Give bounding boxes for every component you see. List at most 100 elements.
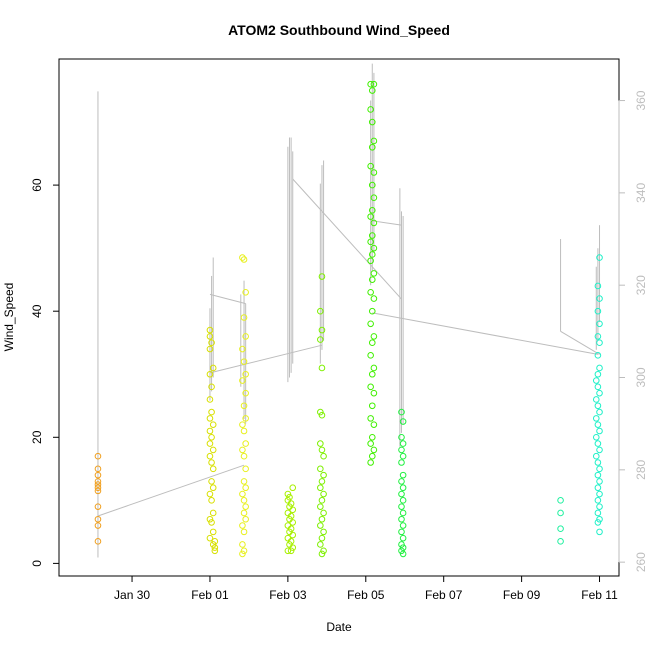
direction-connector-line: [292, 178, 402, 300]
data-point: [208, 519, 215, 526]
data-point: [368, 118, 376, 126]
data-point: [594, 484, 602, 492]
y-tick-label: 40: [30, 304, 44, 318]
data-point: [318, 364, 326, 372]
data-point: [596, 478, 603, 485]
data-point: [209, 509, 217, 517]
data-point: [594, 383, 602, 391]
data-point: [557, 525, 564, 533]
y2-tick-label: 360: [634, 90, 648, 110]
y-tick-label: 60: [30, 178, 44, 192]
data-point: [596, 364, 603, 372]
data-point: [596, 389, 603, 397]
data-point: [94, 503, 102, 510]
data-point: [206, 427, 214, 435]
direction-connector-line: [209, 344, 323, 374]
data-point: [206, 415, 214, 422]
data-point: [240, 358, 248, 365]
data-point: [284, 534, 292, 542]
data-point: [594, 497, 602, 504]
x-tick-label: Jan 30: [114, 588, 150, 602]
data-point: [398, 408, 405, 416]
y-axis: 0 20 40 60: [30, 178, 59, 567]
data-point: [399, 484, 407, 492]
data-point: [206, 396, 214, 403]
data-point: [596, 465, 603, 473]
data-point: [596, 408, 603, 416]
data-point: [596, 515, 603, 523]
data-point: [208, 478, 215, 485]
data-point: [592, 377, 600, 384]
data-point: [287, 538, 295, 545]
data-point: [320, 452, 327, 460]
data-point: [284, 547, 292, 555]
data-point: [596, 528, 603, 536]
data-point: [596, 254, 603, 261]
data-point: [239, 421, 246, 428]
data-point: [399, 550, 407, 558]
data-point: [318, 273, 326, 280]
data-point: [370, 194, 378, 202]
data-point: [240, 497, 248, 504]
data-point: [94, 484, 102, 492]
data-point: [211, 538, 219, 545]
data-point: [239, 490, 246, 498]
data-point: [399, 452, 407, 460]
data-point: [318, 326, 326, 334]
data-point: [594, 352, 602, 359]
x-tick-label: Feb 09: [503, 588, 541, 602]
data-point: [367, 415, 374, 422]
data-point: [368, 402, 376, 410]
data-point: [370, 137, 378, 145]
data-point: [398, 528, 405, 536]
data-point: [594, 421, 602, 428]
data-point: [557, 538, 564, 545]
data-point: [94, 481, 102, 488]
data-point: [317, 408, 324, 416]
data-point: [594, 282, 602, 290]
data-point: [399, 418, 407, 425]
data-point: [367, 80, 374, 88]
data-point: [399, 497, 407, 504]
data-point: [94, 478, 102, 485]
data-point: [206, 534, 214, 542]
data-point: [370, 389, 378, 397]
data-point: [208, 408, 215, 416]
data-point: [596, 427, 603, 435]
data-point: [239, 550, 246, 558]
data-point: [317, 440, 324, 447]
data-point: [211, 547, 219, 555]
x-axis-label: Date: [326, 620, 352, 634]
data-point: [240, 547, 248, 555]
y2-tick-label: 280: [634, 459, 648, 479]
data-point: [240, 509, 248, 517]
data-point: [557, 509, 564, 517]
data-point: [209, 541, 217, 548]
data-point: [367, 162, 374, 170]
data-point: [592, 415, 600, 422]
chart-title: ATOM2 Southbound Wind_Speed: [228, 22, 450, 38]
data-point: [317, 465, 324, 473]
data-point: [239, 254, 246, 261]
points-layer: [94, 80, 603, 558]
data-point: [208, 339, 215, 347]
data-point: [368, 307, 376, 315]
data-point: [318, 534, 326, 542]
y-tick-label: 20: [30, 430, 44, 444]
data-point: [289, 544, 297, 551]
data-point: [209, 421, 217, 428]
data-point: [596, 503, 603, 510]
data-point: [206, 326, 214, 334]
data-point: [398, 478, 405, 485]
data-point: [318, 515, 326, 523]
data-point: [594, 402, 602, 410]
data-point: [594, 370, 602, 378]
data-point: [94, 452, 102, 460]
data-point: [398, 490, 405, 498]
data-point: [239, 522, 246, 529]
data-point: [368, 87, 376, 94]
data-point: [398, 515, 405, 523]
data-point: [398, 433, 405, 441]
data-point: [239, 541, 246, 548]
data-point: [399, 522, 407, 529]
